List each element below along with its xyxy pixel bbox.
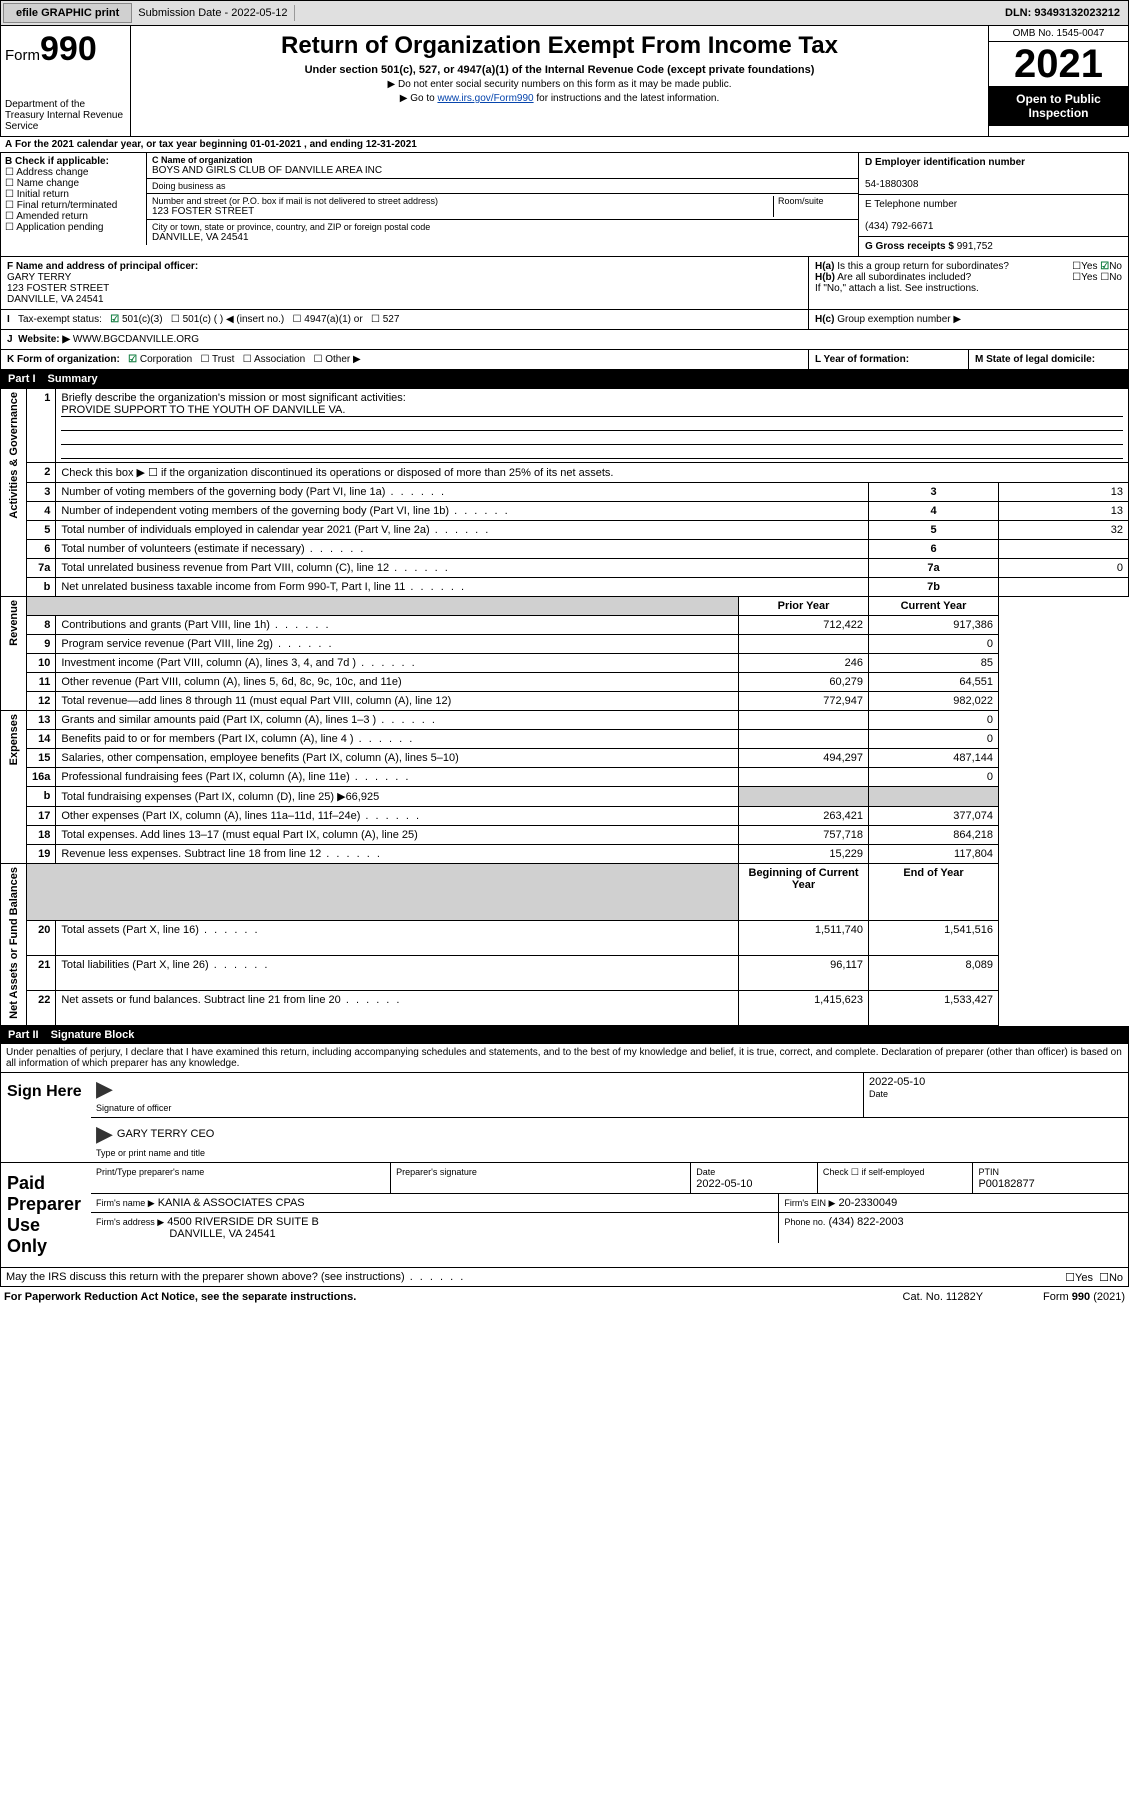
top-bar: efile GRAPHIC print Submission Date - 20… (0, 0, 1129, 26)
submission-date: Submission Date - 2022-05-12 (132, 5, 294, 21)
mission: PROVIDE SUPPORT TO THE YOUTH OF DANVILLE… (61, 404, 1123, 417)
section-m: M State of legal domicile: (969, 350, 1128, 369)
form-header: Form990 Department of the Treasury Inter… (0, 26, 1129, 137)
summary-table: Activities & Governance 1 Briefly descri… (0, 388, 1129, 1026)
part2-header: Part II Signature Block (0, 1026, 1129, 1044)
irs-link[interactable]: www.irs.gov/Form990 (437, 93, 533, 104)
section-c: C Name of organization BOYS AND GIRLS CL… (146, 153, 858, 256)
efile-print-button[interactable]: efile GRAPHIC print (3, 3, 132, 23)
check-name-change[interactable]: ☐ Name change (5, 178, 142, 189)
may-irs-discuss: May the IRS discuss this return with the… (0, 1268, 1129, 1287)
line-a: A For the 2021 calendar year, or tax yea… (0, 137, 1129, 153)
declaration: Under penalties of perjury, I declare th… (0, 1044, 1129, 1073)
check-final-return[interactable]: ☐ Final return/terminated (5, 200, 142, 211)
v6 (999, 540, 1129, 559)
firm-name: KANIA & ASSOCIATES CPAS (158, 1197, 305, 1209)
firm-phone: (434) 822-2003 (828, 1216, 903, 1228)
officer-name: GARY TERRY CEO (117, 1128, 214, 1140)
goto-note: ▶ Go to www.irs.gov/Form990 for instruct… (139, 93, 980, 104)
firm-ein: 20-2330049 (839, 1197, 898, 1209)
phone-label: E Telephone number (865, 199, 957, 210)
department: Department of the Treasury Internal Reve… (5, 99, 126, 132)
ssn-note: ▶ Do not enter social security numbers o… (139, 79, 980, 90)
v5: 32 (999, 521, 1129, 540)
paid-preparer-label: Paid Preparer Use Only (1, 1163, 91, 1267)
open-inspection: Open to Public Inspection (989, 86, 1128, 126)
city: DANVILLE, VA 24541 (152, 232, 853, 243)
ein-label: D Employer identification number (865, 157, 1025, 168)
section-b: B Check if applicable: ☐ Address change … (1, 153, 146, 256)
org-name: BOYS AND GIRLS CLUB OF DANVILLE AREA INC (152, 165, 853, 176)
signature-block: Sign Here Signature of officer 2022-05-1… (0, 1073, 1129, 1268)
form-title: Return of Organization Exempt From Incom… (139, 32, 980, 60)
dln: DLN: 93493132023212 (999, 5, 1126, 21)
subtitle: Under section 501(c), 527, or 4947(a)(1)… (139, 64, 980, 76)
vert-activities: Activities & Governance (8, 392, 20, 519)
section-i: I Tax-exempt status: ☑ 501(c)(3) ☐ 501(c… (7, 314, 808, 325)
v7b (999, 578, 1129, 597)
check-amended[interactable]: ☐ Amended return (5, 211, 142, 222)
ein: 54-1880308 (865, 179, 918, 190)
footer: For Paperwork Reduction Act Notice, see … (0, 1287, 1129, 1307)
right-ident: D Employer identification number 54-1880… (858, 153, 1128, 256)
check-initial-return[interactable]: ☐ Initial return (5, 189, 142, 200)
ptin: P00182877 (978, 1178, 1034, 1190)
tax-year: 2021 (989, 42, 1128, 86)
section-k: K Form of organization: ☑ Corporation ☐ … (7, 354, 808, 365)
section-f: F Name and address of principal officer:… (7, 261, 808, 305)
v7a: 0 (999, 559, 1129, 578)
street: 123 FOSTER STREET (152, 206, 773, 217)
section-h: H(a) Is this a group return for subordin… (808, 257, 1128, 309)
gross-receipts: 991,752 (957, 241, 993, 252)
form-number: Form990 (5, 30, 126, 69)
section-j: J Website: ▶ WWW.BGCDANVILLE.ORG (0, 330, 1129, 350)
vert-expenses: Expenses (8, 714, 20, 765)
vert-revenue: Revenue (8, 600, 20, 646)
check-app-pending[interactable]: ☐ Application pending (5, 222, 142, 233)
v4: 13 (999, 502, 1129, 521)
section-l: L Year of formation: (809, 350, 969, 369)
part1-header: Part I Summary (0, 370, 1129, 388)
check-address-change[interactable]: ☐ Address change (5, 167, 142, 178)
vert-netassets: Net Assets or Fund Balances (8, 867, 20, 1019)
v3: 13 (999, 483, 1129, 502)
sign-here-label: Sign Here (1, 1073, 91, 1162)
phone: (434) 792-6671 (865, 221, 933, 232)
omb-number: OMB No. 1545-0047 (989, 26, 1128, 42)
